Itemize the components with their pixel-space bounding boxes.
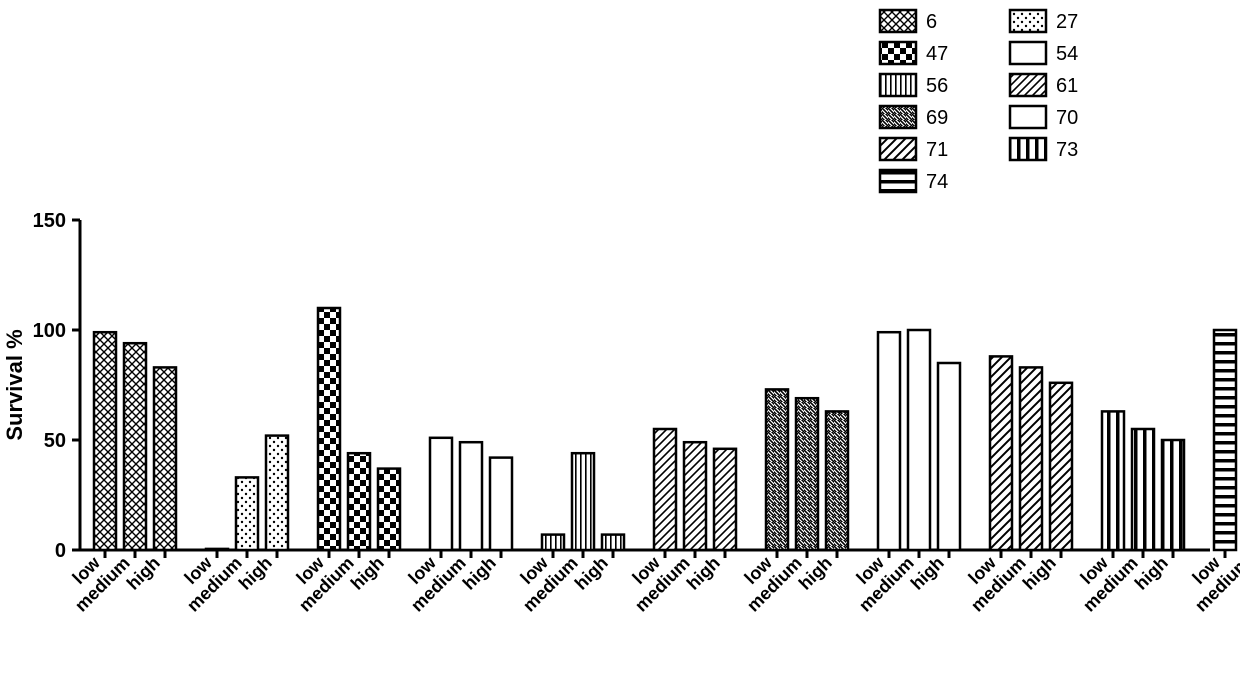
series-group-47	[318, 308, 400, 550]
bar	[1102, 411, 1124, 550]
legend-swatch	[880, 42, 916, 64]
x-category-label: high	[571, 553, 612, 594]
x-category-label: high	[795, 553, 836, 594]
bar	[990, 356, 1012, 550]
x-category-label: high	[1019, 553, 1060, 594]
bar	[1050, 383, 1072, 550]
bar	[266, 436, 288, 550]
bar	[236, 477, 258, 550]
bar	[430, 438, 452, 550]
bar	[94, 332, 116, 550]
bar	[318, 308, 340, 550]
legend-swatch	[880, 170, 916, 192]
legend-swatch	[880, 10, 916, 32]
x-category-label: high	[683, 553, 724, 594]
bar	[206, 549, 228, 550]
bar	[490, 458, 512, 550]
series-group-56	[542, 453, 624, 550]
bar	[602, 535, 624, 550]
legend-label: 54	[1056, 43, 1078, 65]
bar	[1162, 440, 1184, 550]
bar	[796, 398, 818, 550]
survival-bar-chart: 050100150Survival %lowmediumhighlowmediu…	[0, 0, 1240, 686]
bar	[154, 367, 176, 550]
legend-label: 73	[1056, 139, 1078, 161]
legend-swatch	[1010, 106, 1046, 128]
bar	[1132, 429, 1154, 550]
bar	[460, 442, 482, 550]
x-category-label: high	[347, 553, 388, 594]
bar	[572, 453, 594, 550]
series-group-70	[878, 330, 960, 550]
bar	[378, 469, 400, 550]
legend-swatch	[1010, 74, 1046, 96]
legend-label: 47	[926, 43, 948, 65]
legend-swatch	[1010, 42, 1046, 64]
bar	[124, 343, 146, 550]
x-category-label: high	[459, 553, 500, 594]
bar	[878, 332, 900, 550]
legend-swatch	[1010, 138, 1046, 160]
series-group-54	[430, 438, 512, 550]
legend-label: 56	[926, 75, 948, 97]
series-group-71	[990, 356, 1072, 550]
y-axis-label: Survival %	[2, 329, 27, 440]
series-group-27	[206, 436, 288, 550]
legend-swatch	[880, 138, 916, 160]
legend-label: 74	[926, 171, 948, 193]
series-group-69	[766, 389, 848, 550]
x-category-label: high	[907, 553, 948, 594]
legend-swatch	[880, 74, 916, 96]
y-tick-label: 50	[44, 430, 66, 452]
x-category-label: high	[1131, 553, 1172, 594]
bar	[348, 453, 370, 550]
legend-label: 71	[926, 139, 948, 161]
legend-label: 6	[926, 11, 937, 33]
x-category-label: high	[235, 553, 276, 594]
bar	[1214, 330, 1236, 550]
y-tick-label: 0	[55, 540, 66, 562]
legend-label: 27	[1056, 11, 1078, 33]
bar	[1020, 367, 1042, 550]
y-tick-label: 150	[33, 210, 66, 232]
legend-label: 70	[1056, 107, 1078, 129]
series-group-61	[654, 429, 736, 550]
legend-swatch	[880, 106, 916, 128]
bar	[938, 363, 960, 550]
y-tick-label: 100	[33, 320, 66, 342]
bar	[766, 389, 788, 550]
bar	[684, 442, 706, 550]
legend-label: 61	[1056, 75, 1078, 97]
series-group-6	[94, 332, 176, 550]
bar	[826, 411, 848, 550]
bar	[542, 535, 564, 550]
x-category-label: high	[123, 553, 164, 594]
bar	[908, 330, 930, 550]
series-group-73	[1102, 411, 1184, 550]
legend-swatch	[1010, 10, 1046, 32]
series-group-74	[1214, 330, 1240, 550]
legend-label: 69	[926, 107, 948, 129]
bar	[714, 449, 736, 550]
bar	[654, 429, 676, 550]
